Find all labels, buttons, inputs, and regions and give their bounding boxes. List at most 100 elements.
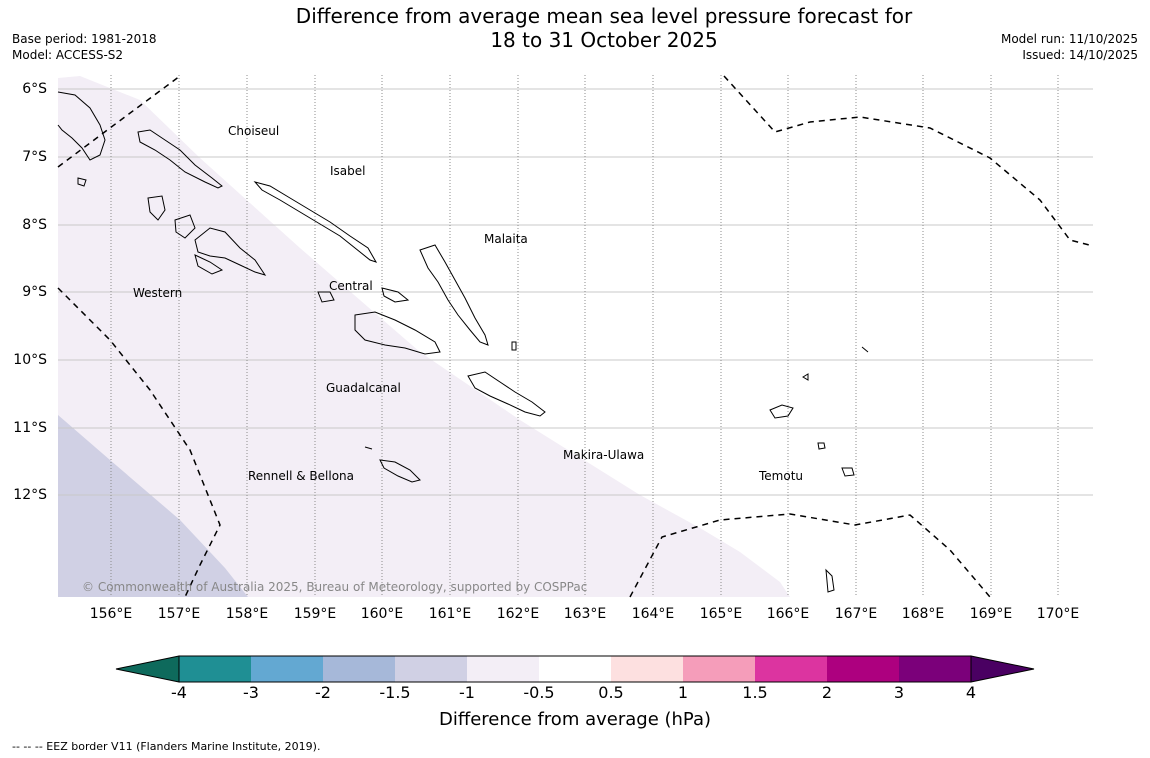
lon-label-157e: 157°E bbox=[157, 606, 201, 622]
colorbar-outline bbox=[178, 655, 972, 683]
lon-label-167e: 167°E bbox=[834, 606, 878, 622]
lon-label-160e: 160°E bbox=[360, 606, 404, 622]
colorbar-tick-11: 4 bbox=[965, 683, 977, 702]
colorbar-tick-10: 3 bbox=[893, 683, 905, 702]
lon-label-170e: 170°E bbox=[1036, 606, 1080, 622]
colorbar-tick-9: 2 bbox=[821, 683, 833, 702]
colorbar-segment-5 bbox=[539, 656, 611, 682]
colorbar-tick-3: -1.5 bbox=[379, 683, 411, 702]
island-bougainville bbox=[57, 91, 106, 161]
eez-border-sw bbox=[57, 287, 221, 598]
model-name: Model: ACCESS-S2 bbox=[12, 48, 124, 62]
lon-gridlines bbox=[110, 75, 1059, 597]
island-small-1 bbox=[511, 341, 517, 351]
region-label-isabel: Isabel bbox=[330, 164, 366, 178]
colorbar-tick-7: 1 bbox=[677, 683, 689, 702]
colorbar-tick-0: -4 bbox=[171, 683, 187, 702]
eez-border-ne bbox=[723, 75, 1094, 247]
island-guadalcanal bbox=[354, 311, 441, 355]
shade-minus-0.5 bbox=[58, 76, 790, 597]
lon-label-163e: 163°E bbox=[563, 606, 607, 622]
lat-label-12s: 12°S bbox=[13, 487, 47, 503]
colorbar-label: Difference from average (hPa) bbox=[438, 709, 712, 730]
colorbar-tick-5: -0.5 bbox=[523, 683, 555, 702]
island-nggela bbox=[381, 287, 410, 303]
island-makira bbox=[467, 371, 546, 417]
region-label-malaita: Malaita bbox=[484, 232, 528, 246]
colorbar-tick-4: -1 bbox=[459, 683, 475, 702]
lon-label-166e: 166°E bbox=[766, 606, 810, 622]
island-small-2 bbox=[364, 446, 373, 450]
region-label-temotu: Temotu bbox=[759, 469, 804, 483]
colorbar-segment-9 bbox=[827, 656, 899, 682]
model-run: Model run: 11/10/2025 bbox=[1000, 32, 1138, 46]
lon-label-158e: 158°E bbox=[225, 606, 269, 622]
region-label-western: Western bbox=[133, 286, 183, 300]
coastlines bbox=[57, 91, 869, 593]
lon-label-165e: 165°E bbox=[699, 606, 743, 622]
colorbar-segment-0 bbox=[179, 656, 251, 682]
island-utupua bbox=[817, 442, 826, 450]
eez-borders bbox=[57, 75, 1094, 598]
lat-label-11s: 11°S bbox=[13, 420, 47, 436]
island-new-georgia-2 bbox=[194, 227, 267, 276]
lat-gridlines bbox=[58, 88, 1093, 496]
lat-label-6s: 6°S bbox=[22, 81, 47, 97]
island-shortlands bbox=[77, 177, 87, 187]
lat-label-9s: 9°S bbox=[22, 284, 47, 300]
region-label-guadalcanal: Guadalcanal bbox=[326, 381, 401, 395]
island-reef-2 bbox=[861, 346, 869, 353]
colorbar-segment-6 bbox=[611, 656, 683, 682]
colorbar-segment-7 bbox=[683, 656, 755, 682]
colorbar-tick-8: 1.5 bbox=[742, 683, 768, 702]
region-label-rennell: Rennell & Bellona bbox=[248, 469, 355, 483]
island-isabel bbox=[253, 181, 378, 263]
meta-right: Model run: 11/10/2025 Issued: 14/10/2025 bbox=[1001, 31, 1138, 63]
colorbar-extend-high bbox=[970, 655, 1035, 683]
lon-label-164e: 164°E bbox=[631, 606, 675, 622]
colorbar-segment-3 bbox=[395, 656, 467, 682]
island-tikopia bbox=[825, 568, 835, 593]
island-reef-1 bbox=[802, 373, 809, 381]
lat-label-8s: 8°S bbox=[22, 217, 47, 233]
lon-label-159e: 159°E bbox=[293, 606, 337, 622]
lon-label-169e: 169°E bbox=[969, 606, 1013, 622]
colorbar-segment-1 bbox=[251, 656, 323, 682]
island-rennell bbox=[379, 459, 421, 483]
lat-label-7s: 7°S bbox=[22, 149, 47, 165]
colorbar-extend-low bbox=[115, 655, 180, 683]
island-santa-cruz bbox=[769, 404, 794, 419]
eez-border-nw bbox=[57, 75, 181, 168]
title-line-1: Difference from average mean sea level p… bbox=[295, 4, 913, 28]
lon-label-156e: 156°E bbox=[89, 606, 133, 622]
colorbar-segment-2 bbox=[323, 656, 395, 682]
eez-legend: -- -- -- EEZ border V11 (Flanders Marine… bbox=[12, 740, 321, 753]
island-malaita bbox=[419, 244, 489, 346]
copyright-notice: © Commonwealth of Australia 2025, Bureau… bbox=[82, 580, 588, 594]
lat-label-10s: 10°S bbox=[13, 352, 47, 368]
island-rendova bbox=[194, 254, 224, 275]
island-vella bbox=[147, 195, 166, 221]
chart-title: Difference from average mean sea level p… bbox=[0, 4, 1150, 52]
region-label-choiseul: Choiseul bbox=[228, 124, 280, 138]
colorbar-tick-6: 0.5 bbox=[598, 683, 624, 702]
colorbar-segment-8 bbox=[755, 656, 827, 682]
shade-minus-1.5 bbox=[58, 415, 248, 597]
lon-label-168e: 168°E bbox=[901, 606, 945, 622]
base-period: Base period: 1981-2018 bbox=[12, 32, 157, 46]
lon-label-161e: 161°E bbox=[428, 606, 472, 622]
island-russell bbox=[317, 291, 335, 303]
title-line-2: 18 to 31 October 2025 bbox=[490, 28, 718, 52]
colorbar-tick-1: -3 bbox=[243, 683, 259, 702]
lon-label-162e: 162°E bbox=[496, 606, 540, 622]
region-label-makira-ulawa: Makira-Ulawa bbox=[563, 448, 645, 462]
colorbar-tick-2: -2 bbox=[315, 683, 331, 702]
island-new-georgia bbox=[174, 214, 196, 239]
meta-left: Base period: 1981-2018 Model: ACCESS-S2 bbox=[12, 31, 157, 63]
colorbar-segment-10 bbox=[899, 656, 971, 682]
region-label-central: Central bbox=[329, 279, 373, 293]
issued-date: Issued: 14/10/2025 bbox=[1022, 48, 1138, 62]
island-choiseul bbox=[137, 129, 223, 189]
